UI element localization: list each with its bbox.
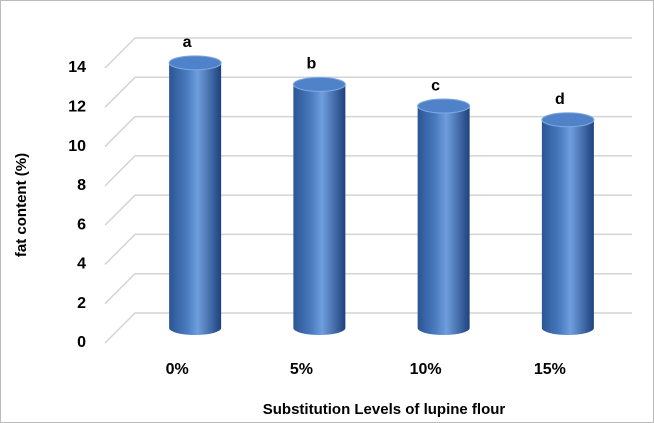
bar-label: a: [183, 34, 192, 51]
grid-line: [104, 76, 632, 108]
grid-line: [104, 37, 632, 69]
y-tick-label: 6: [77, 216, 86, 233]
y-tick-label: 10: [68, 138, 86, 155]
bar: [293, 77, 346, 335]
x-tick-label: 10%: [410, 361, 442, 378]
bar-label: c: [431, 77, 440, 94]
bar-label: d: [555, 91, 565, 108]
x-tick-label: 5%: [290, 361, 313, 378]
x-tick-label: 15%: [534, 361, 566, 378]
bar-label: b: [306, 56, 316, 73]
y-axis-title: fat content (%): [13, 153, 30, 257]
bar: [169, 55, 222, 335]
x-axis-title: Substitution Levels of lupine flour: [263, 401, 506, 418]
bar: [417, 99, 470, 335]
bar-top: [541, 112, 595, 128]
bar-top: [292, 76, 346, 92]
bar-top: [168, 55, 222, 71]
y-tick-label: 0: [77, 334, 86, 351]
y-tick-label: 12: [68, 99, 86, 116]
bar: [541, 112, 594, 335]
y-tick-label: 4: [77, 256, 86, 273]
x-tick-label: 0%: [166, 361, 189, 378]
y-tick-label: 8: [77, 177, 86, 194]
y-tick-label: 2: [77, 295, 86, 312]
bar-top: [417, 98, 471, 114]
y-tick-label: 14: [68, 59, 86, 76]
